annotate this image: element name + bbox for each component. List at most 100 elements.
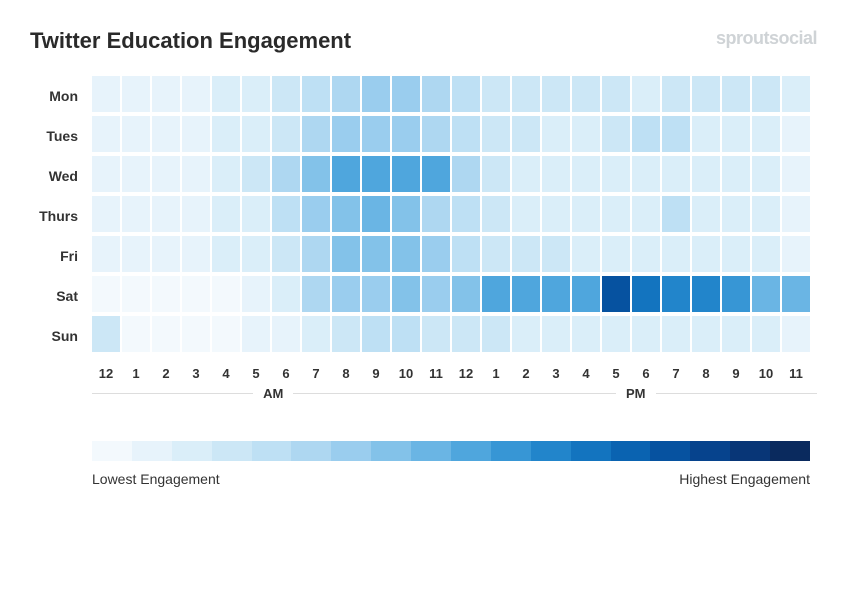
heatmap-cell <box>452 316 480 352</box>
y-axis-label: Fri <box>30 236 86 276</box>
heatmap-cell <box>482 116 510 152</box>
heatmap-cell <box>422 76 450 112</box>
heatmap-row <box>92 316 810 352</box>
heatmap-cell <box>152 276 180 312</box>
y-axis-label: Thurs <box>30 196 86 236</box>
legend-swatch <box>571 441 611 461</box>
heatmap-cell <box>482 156 510 192</box>
heatmap-cell <box>782 116 810 152</box>
x-axis-label: 1 <box>482 366 510 381</box>
heatmap-cell <box>422 276 450 312</box>
heatmap-cell <box>332 276 360 312</box>
y-axis-labels: MonTuesWedThursFriSatSun <box>30 76 86 356</box>
heatmap-cell <box>242 76 270 112</box>
heatmap-cell <box>602 196 630 232</box>
chart-title: Twitter Education Engagement <box>30 28 351 54</box>
heatmap-cell <box>362 76 390 112</box>
heatmap-row <box>92 276 810 312</box>
heatmap-cell <box>152 196 180 232</box>
heatmap-cell <box>392 156 420 192</box>
heatmap-cell <box>542 316 570 352</box>
y-axis-label: Tues <box>30 116 86 156</box>
heatmap-cell <box>212 76 240 112</box>
y-axis-label: Sun <box>30 316 86 356</box>
heatmap-cell <box>152 156 180 192</box>
heatmap-cell <box>392 276 420 312</box>
heatmap-cell <box>662 236 690 272</box>
period-am-label: AM <box>253 386 293 401</box>
x-axis-label: 12 <box>452 366 480 381</box>
heatmap-cell <box>782 236 810 272</box>
legend-color-bar <box>92 441 810 461</box>
heatmap-cell <box>392 236 420 272</box>
heatmap-cell <box>692 196 720 232</box>
x-axis-label: 7 <box>302 366 330 381</box>
heatmap-cell <box>332 316 360 352</box>
heatmap-cell <box>272 236 300 272</box>
x-axis-label: 4 <box>572 366 600 381</box>
heatmap-cell <box>752 156 780 192</box>
heatmap-row <box>92 236 810 272</box>
header: Twitter Education Engagement sproutsocia… <box>30 28 817 54</box>
x-axis-label: 3 <box>182 366 210 381</box>
brand-text-bold: social <box>769 28 817 48</box>
heatmap-cell <box>692 236 720 272</box>
heatmap-cell <box>722 76 750 112</box>
heatmap-cell <box>722 156 750 192</box>
legend-swatch <box>252 441 292 461</box>
heatmap-cell <box>182 116 210 152</box>
legend-swatch <box>92 441 132 461</box>
heatmap-cell <box>572 236 600 272</box>
legend-swatch <box>650 441 690 461</box>
heatmap-cell <box>242 116 270 152</box>
heatmap-cell <box>272 276 300 312</box>
heatmap-cell <box>662 116 690 152</box>
heatmap-cell <box>542 156 570 192</box>
period-am: AM <box>92 385 455 403</box>
heatmap-cell <box>362 156 390 192</box>
heatmap-cell <box>722 276 750 312</box>
heatmap-cell <box>332 116 360 152</box>
x-axis-label: 7 <box>662 366 690 381</box>
heatmap-cell <box>332 156 360 192</box>
legend-swatch <box>172 441 212 461</box>
heatmap-cell <box>602 156 630 192</box>
heatmap-cell <box>272 316 300 352</box>
heatmap-cell <box>512 196 540 232</box>
heatmap-cell <box>242 196 270 232</box>
heatmap-cell <box>362 196 390 232</box>
heatmap-cell <box>332 196 360 232</box>
heatmap-cell <box>512 116 540 152</box>
heatmap-cell <box>482 316 510 352</box>
legend-swatch <box>132 441 172 461</box>
heatmap-cell <box>182 236 210 272</box>
heatmap-cell <box>122 316 150 352</box>
heatmap-cell <box>152 76 180 112</box>
heatmap-cell <box>392 316 420 352</box>
legend-swatch <box>690 441 730 461</box>
brand-text-light: sprout <box>716 28 769 48</box>
heatmap-cell <box>152 236 180 272</box>
heatmap-cell <box>722 196 750 232</box>
heatmap-cell <box>122 116 150 152</box>
x-axis-label: 11 <box>782 366 810 381</box>
heatmap-cell <box>662 276 690 312</box>
legend: Lowest Engagement Highest Engagement <box>92 441 817 487</box>
heatmap-cell <box>542 236 570 272</box>
heatmap-cell <box>632 276 660 312</box>
x-axis-label: 8 <box>692 366 720 381</box>
heatmap-cell <box>392 116 420 152</box>
x-axis-label: 11 <box>422 366 450 381</box>
heatmap-cell <box>212 236 240 272</box>
heatmap-cell <box>332 236 360 272</box>
y-axis-label: Mon <box>30 76 86 116</box>
heatmap-cell <box>212 196 240 232</box>
legend-swatch <box>411 441 451 461</box>
heatmap-cell <box>302 116 330 152</box>
heatmap-cell <box>512 316 540 352</box>
heatmap-cell <box>692 276 720 312</box>
heatmap-cell <box>662 196 690 232</box>
heatmap-cell <box>662 76 690 112</box>
heatmap-cell <box>182 276 210 312</box>
legend-labels: Lowest Engagement Highest Engagement <box>92 471 810 487</box>
